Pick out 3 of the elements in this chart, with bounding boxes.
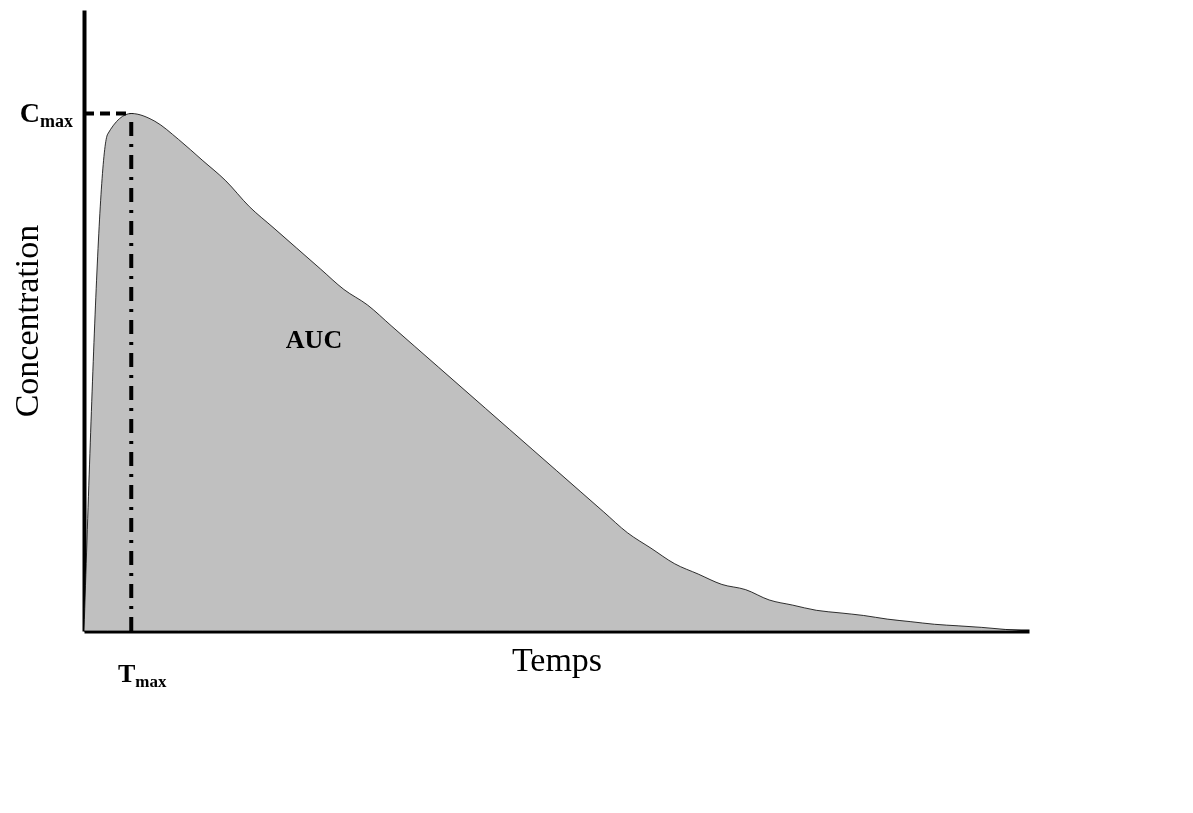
annotation: AUC	[285, 325, 343, 354]
x-axis-title: Temps	[511, 640, 603, 678]
y-axis-title: Concentration	[7, 224, 45, 418]
